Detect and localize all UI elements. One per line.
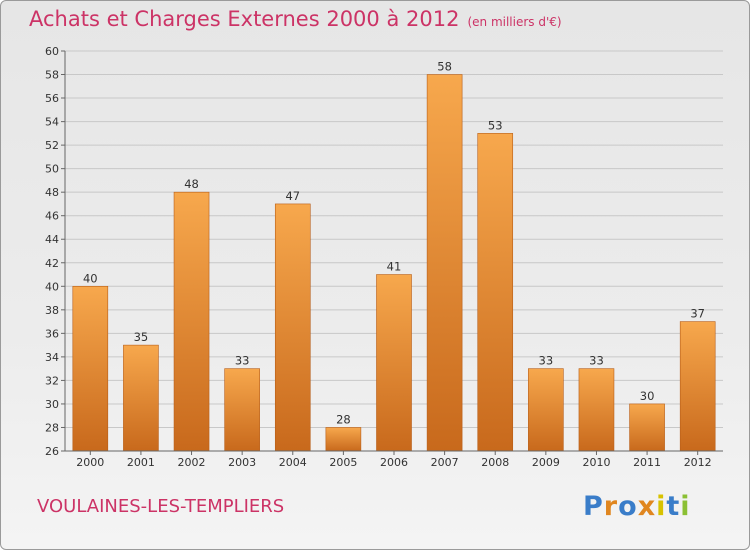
y-tick-label: 34 [45, 351, 59, 364]
bar-layer: 40 35 48 33 47 28 41 58 53 33 33 30 37 [72, 60, 716, 452]
y-tick-label: 56 [45, 92, 59, 105]
value-label: 35 [134, 330, 149, 344]
proxiti-logo[interactable]: Proxiti [583, 491, 691, 522]
y-tick-label: 50 [45, 163, 59, 176]
y-tick-label: 36 [45, 327, 59, 340]
value-label: 47 [285, 189, 300, 203]
y-tick-label: 54 [45, 116, 59, 129]
value-label: 40 [83, 271, 98, 285]
logo-letter: i [680, 491, 691, 522]
chart-title: Achats et Charges Externes 2000 à 2012 (e… [29, 7, 562, 31]
y-tick-label: 32 [45, 374, 59, 387]
value-label: 28 [336, 412, 351, 426]
bar-2007 [426, 74, 463, 452]
bar-2008 [477, 133, 514, 452]
y-tick-label: 58 [45, 69, 59, 82]
bar-2011 [629, 403, 665, 452]
x-tick-label: 2001 [127, 456, 155, 469]
unit-note: (en milliers d'€) [467, 15, 562, 29]
value-label: 30 [640, 389, 655, 403]
x-tick-label: 2012 [684, 456, 712, 469]
x-tick-label: 2011 [633, 456, 661, 469]
x-tick-label: 2008 [481, 456, 509, 469]
bar-2004 [274, 203, 311, 452]
x-tick-label: 2002 [178, 456, 206, 469]
value-label: 41 [387, 260, 402, 274]
logo-letter: x [637, 491, 657, 522]
x-tick-label: 2009 [532, 456, 560, 469]
chart-title-text: Achats et Charges Externes 2000 à 2012 [29, 7, 460, 31]
y-tick-label: 48 [45, 186, 59, 199]
y-tick-label: 26 [45, 445, 59, 458]
bar-2012 [679, 321, 716, 452]
value-label: 33 [539, 354, 554, 368]
x-tick-label: 2005 [329, 456, 357, 469]
value-label: 33 [589, 354, 604, 368]
bar-2009 [528, 368, 564, 452]
value-label: 53 [488, 118, 503, 132]
y-tick-label: 60 [45, 45, 59, 58]
bar-2010 [578, 368, 615, 452]
y-tick-label: 44 [45, 233, 59, 246]
axis-layer: 26 28 30 32 34 36 38 40 42 44 46 48 50 52 54 56 58 60 2000… [45, 45, 723, 469]
bar-2003 [224, 368, 260, 452]
bar-2005 [325, 427, 362, 452]
x-tick-label: 2003 [228, 456, 256, 469]
value-label: 33 [235, 354, 250, 368]
value-label: 48 [184, 177, 199, 191]
value-label: 37 [690, 307, 705, 321]
y-tick-label: 40 [45, 280, 59, 293]
x-tick-label: 2000 [76, 456, 104, 469]
logo-letter: o [618, 491, 638, 522]
x-tick-label: 2004 [279, 456, 307, 469]
logo-letter: t [666, 491, 681, 522]
y-tick-label: 52 [45, 139, 59, 152]
y-tick-label: 30 [45, 398, 59, 411]
bar-chart: 40 35 48 33 47 28 41 58 53 33 33 30 37 26 28 30 32 34 36 3… [45, 45, 723, 469]
bar-2001 [123, 344, 159, 452]
bar-2002 [173, 191, 210, 452]
value-label: 58 [437, 60, 452, 74]
x-tick-label: 2006 [380, 456, 408, 469]
y-tick-label: 42 [45, 257, 59, 270]
y-tick-label: 46 [45, 210, 59, 223]
logo-letter: P [583, 491, 604, 522]
x-tick-label: 2010 [582, 456, 610, 469]
commune-name: VOULAINES-LES-TEMPLIERS [37, 496, 285, 517]
bar-2006 [376, 274, 412, 452]
bar-2000 [72, 285, 109, 452]
x-tick-label: 2007 [431, 456, 459, 469]
y-tick-label: 28 [45, 421, 59, 434]
logo-letter: i [656, 491, 667, 522]
logo-letter: r [603, 491, 619, 522]
y-tick-label: 38 [45, 304, 59, 317]
